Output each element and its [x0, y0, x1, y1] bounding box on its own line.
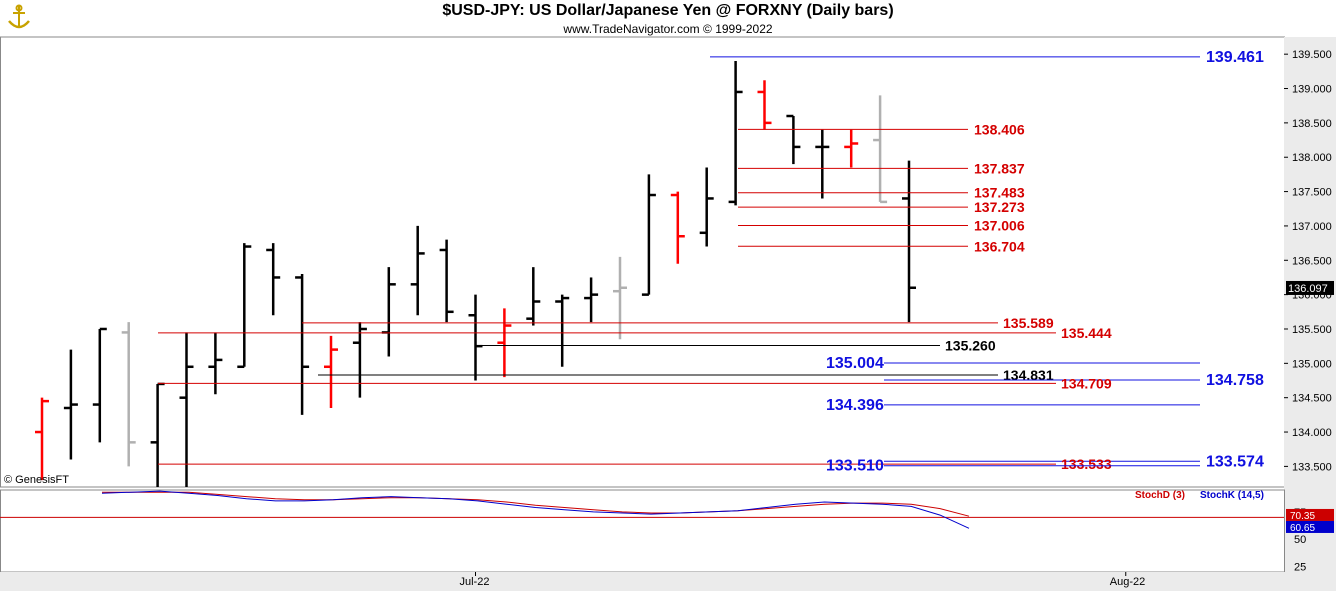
ohlc-bar — [352, 322, 367, 398]
ohlc-bar — [324, 335, 338, 408]
ohlc-bar — [150, 382, 165, 487]
ohlc-bar — [584, 277, 599, 323]
price-tick-label: 139.500 — [1292, 49, 1332, 61]
ohlc-bar — [179, 332, 194, 487]
stochd-line — [102, 491, 970, 517]
price-level-label: 137.483 — [974, 185, 1025, 201]
ohlc-bar — [497, 308, 512, 378]
price-tick-label: 134.000 — [1292, 427, 1332, 439]
ohlc-bar — [641, 174, 656, 296]
ohlc-bar — [786, 114, 801, 165]
price-level-label: 133.510 — [826, 458, 884, 475]
price-level-label: 137.837 — [974, 160, 1025, 176]
date-axis-background — [0, 572, 1336, 591]
price-tick-label: 137.500 — [1292, 187, 1332, 199]
price-level-label: 133.574 — [1206, 453, 1264, 470]
price-panel-frame — [0, 36, 1285, 488]
ohlc-bar — [208, 332, 223, 395]
date-axis: Jul-22 Aug-22 — [460, 572, 1145, 588]
price-tick-label: 138.000 — [1292, 152, 1332, 164]
ohlc-bar — [468, 294, 483, 381]
stochastic-panel-frame — [0, 489, 1285, 573]
ohlc-bar — [35, 397, 49, 481]
data-credit: © GenesisFT — [4, 474, 69, 486]
price-level-label: 138.406 — [974, 121, 1025, 137]
ohlc-bar — [699, 167, 714, 247]
price-tick-label: 137.000 — [1292, 221, 1332, 233]
axis-background — [1284, 37, 1336, 572]
chart-title: $USD-JPY: US Dollar/Japanese Yen @ FORXN… — [442, 2, 894, 19]
chart-subtitle: www.TradeNavigator.com © 1999-2022 — [563, 22, 773, 36]
price-axis: 139.500 139.000 138.500 138.000 137.500 137.0… — [1284, 49, 1334, 473]
stochastic-tick-label: 25 — [1294, 562, 1306, 574]
ohlc-bar — [410, 225, 425, 316]
ohlc-bar — [613, 256, 627, 340]
price-tick-label: 139.000 — [1292, 84, 1332, 96]
ohlc-bar — [63, 349, 78, 460]
price-tick-label: 136.500 — [1292, 255, 1332, 267]
date-tick-label: Aug-22 — [1110, 576, 1145, 588]
price-level-label: 135.444 — [1061, 325, 1112, 341]
ohlc-bar — [526, 267, 541, 326]
price-level-label: 134.758 — [1206, 372, 1264, 389]
price-level-label: 134.709 — [1061, 375, 1112, 391]
price-tick-label: 135.500 — [1292, 324, 1332, 336]
price-panel — [35, 61, 916, 487]
ohlc-bar — [902, 160, 916, 323]
chart-frame — [0, 36, 1336, 591]
price-level-label: 136.704 — [974, 238, 1025, 254]
stochk-value: 60.65 — [1290, 523, 1315, 534]
ohlc-bar — [295, 274, 310, 415]
price-tick-label: 133.500 — [1292, 461, 1332, 473]
last-price-label: 136.097 — [1288, 283, 1328, 295]
stochk-line — [101, 490, 970, 529]
ohlc-bar — [121, 322, 136, 467]
price-level-label: 135.004 — [826, 355, 884, 372]
stochastic-tick-label: 50 — [1294, 534, 1306, 546]
price-level-label: 135.589 — [1003, 315, 1054, 331]
price-level-label: 139.461 — [1206, 49, 1264, 66]
price-level-label: 137.273 — [974, 199, 1025, 215]
stochk-legend: StochK (14,5) — [1200, 490, 1264, 501]
stochd-value: 70.35 — [1290, 511, 1315, 522]
price-level-label: 135.260 — [945, 337, 996, 353]
price-level-label: 137.006 — [974, 218, 1025, 234]
ohlc-bar — [670, 191, 685, 264]
price-level-label: 134.396 — [826, 397, 884, 414]
price-tick-label: 134.500 — [1292, 393, 1332, 405]
trade-navigator-logo-icon — [8, 4, 30, 29]
stochd-legend: StochD (3) — [1135, 490, 1185, 501]
last-price-box — [1286, 280, 1334, 295]
ohlc-bar — [92, 327, 107, 443]
price-level-label: 134.831 — [1003, 367, 1054, 383]
ohlc-bar — [873, 95, 888, 204]
price-tick-label: 138.500 — [1292, 118, 1332, 130]
ohlc-bar — [757, 80, 772, 130]
date-tick-label: Jul-22 — [460, 576, 490, 588]
ohlc-bar — [555, 294, 570, 367]
ohlc-bar — [237, 243, 252, 369]
ohlc-bar — [266, 243, 281, 316]
stochd-value-box — [1286, 508, 1334, 521]
ohlc-bar — [439, 239, 454, 323]
price-tick-label: 135.000 — [1292, 358, 1332, 370]
ohlc-bar — [728, 61, 743, 206]
ohlc-bar — [815, 129, 830, 199]
stochk-value-box — [1286, 520, 1334, 533]
price-level-label: 133.533 — [1061, 456, 1112, 472]
ohlc-bar — [844, 129, 859, 168]
